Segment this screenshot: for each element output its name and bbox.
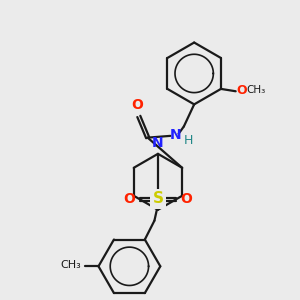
Text: N: N [152, 136, 164, 150]
Text: CH₃: CH₃ [246, 85, 266, 95]
Text: O: O [236, 84, 247, 97]
Text: H: H [183, 134, 193, 147]
Text: O: O [180, 192, 192, 206]
Text: S: S [152, 191, 164, 206]
Text: O: O [131, 98, 143, 112]
Text: CH₃: CH₃ [60, 260, 81, 270]
Text: O: O [124, 192, 136, 206]
Text: N: N [170, 128, 182, 142]
